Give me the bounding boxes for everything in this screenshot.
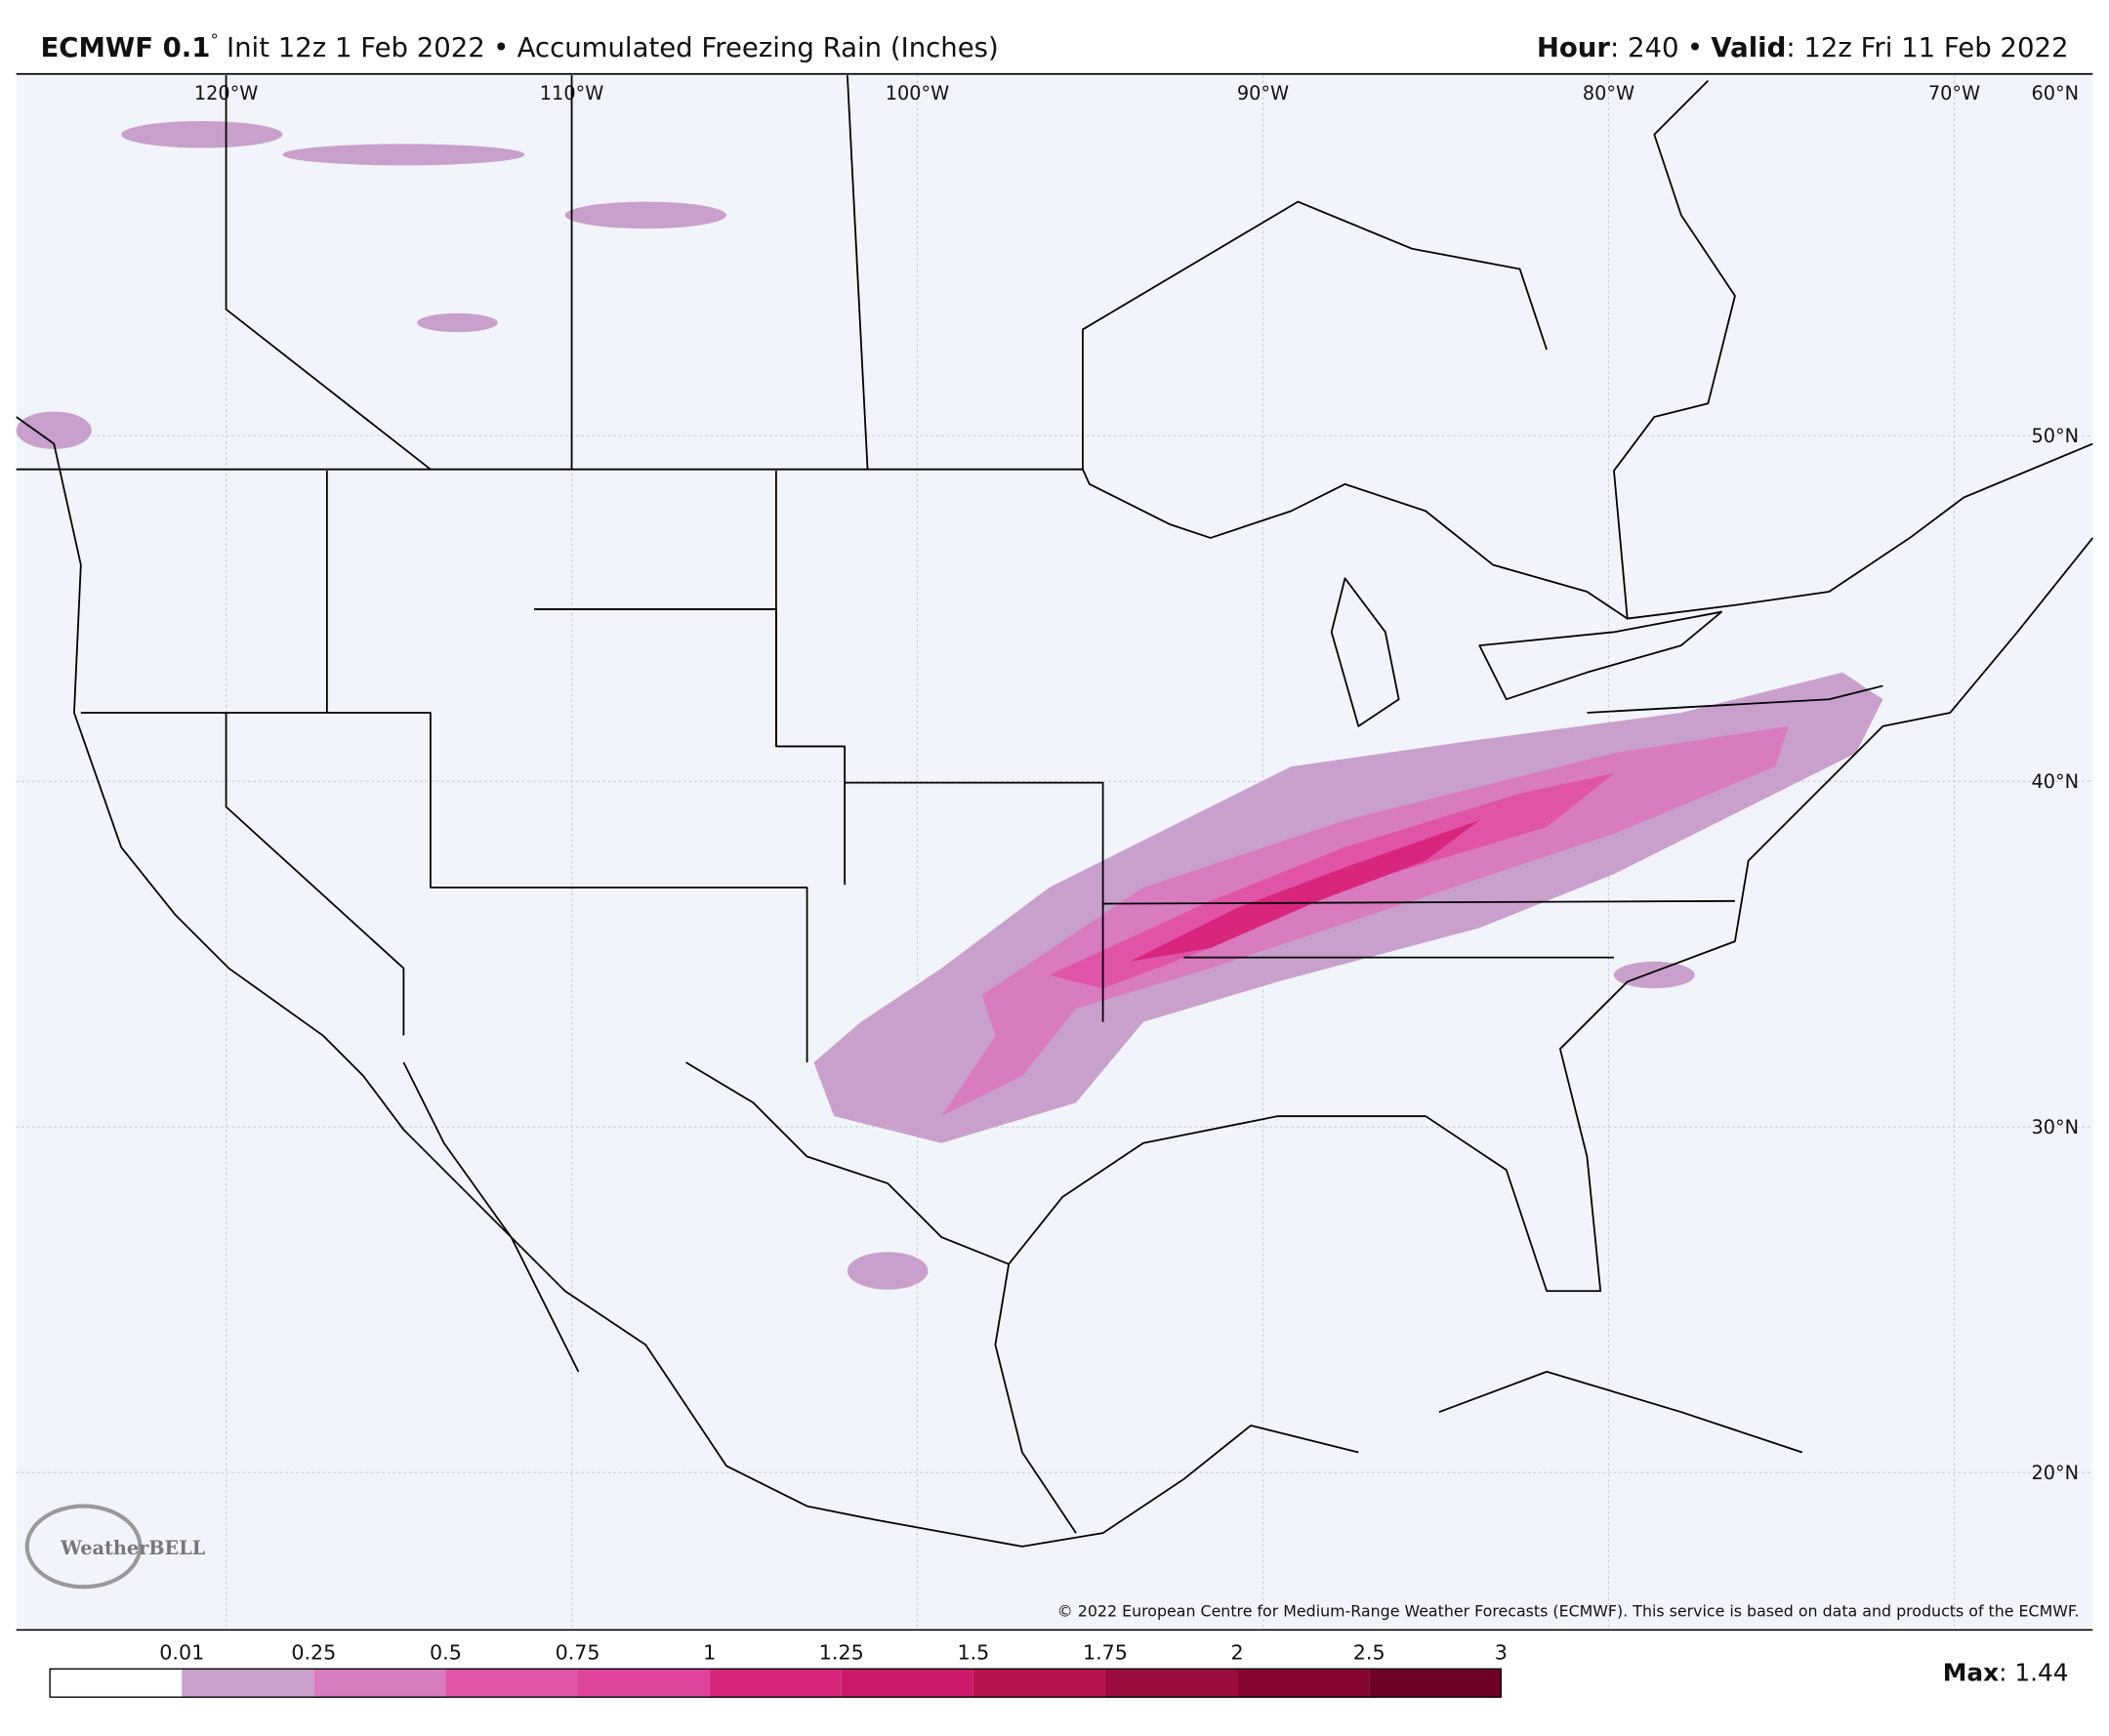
precip-area (121, 120, 283, 148)
longitude-label: 90°W (1237, 82, 1289, 104)
legend-swatch (1104, 1669, 1238, 1698)
legend-swatch (972, 1669, 1105, 1698)
legend-swatch (1369, 1669, 1502, 1698)
precip-area (941, 725, 1790, 1117)
coastline (1438, 1370, 1803, 1454)
max-value: 1.44 (2014, 1659, 2068, 1687)
legend-swatch (182, 1669, 314, 1698)
color-legend: 0.01 0.25 0.5 0.75 1 1.25 1.5 1.75 2 2.5 3 (49, 1641, 1508, 1698)
border (16, 442, 2093, 620)
legend-tick-label: 2.5 (1353, 1641, 1385, 1665)
precip-area (16, 411, 92, 450)
degree: ° (210, 31, 218, 50)
coastline (685, 1061, 1077, 1534)
legend-tick-label: 1.5 (957, 1641, 989, 1665)
legend-tick-label: 1.75 (1083, 1641, 1128, 1665)
header-left: ECMWF 0.1° Init 12z 1 Feb 2022 • Accumulate… (40, 31, 998, 63)
legend-tick-label: 0.25 (291, 1641, 336, 1665)
map-background (16, 75, 2093, 1628)
model: ECMWF 0.1 (40, 32, 210, 63)
colon: : (1999, 1659, 2014, 1687)
logo: WeatherBELL (24, 1504, 206, 1590)
precip-area (1613, 961, 1695, 989)
legend-tick-label: 0.5 (430, 1641, 462, 1665)
precip-area (282, 144, 525, 166)
freezing-rain (16, 120, 1883, 1290)
precip-area (564, 201, 726, 229)
coastline (402, 1061, 580, 1373)
longitude-label: 110°W (540, 82, 603, 104)
coastline (1613, 80, 1736, 619)
precip-area (417, 312, 498, 333)
province-line (1082, 200, 1548, 470)
latitude-label: 20°N (2031, 1462, 2079, 1484)
colon: : (1786, 32, 1803, 63)
legend-swatch (313, 1669, 446, 1698)
legend-swatch (1237, 1669, 1370, 1698)
state-line (1587, 684, 1883, 714)
boundaries (16, 75, 2093, 1548)
legend-swatch (577, 1669, 710, 1698)
state-line (80, 712, 808, 1063)
precip-area (1130, 820, 1480, 962)
legend-tick-label: 1.25 (819, 1641, 864, 1665)
legend-swatch (445, 1669, 578, 1698)
longitude-label: 120°W (194, 82, 258, 104)
coastline (1008, 537, 2093, 1293)
state-line (845, 781, 1104, 1022)
lake (1478, 610, 1723, 701)
longitude-label: 60°N (2031, 82, 2079, 104)
legend-tick-label: 0.01 (159, 1641, 204, 1665)
product: Accumulated Freezing Rain (Inches) (517, 32, 999, 63)
legend-tick-label: 0.75 (556, 1641, 600, 1665)
state-line (225, 712, 405, 1036)
legend-swatch (709, 1669, 842, 1698)
separator: • (493, 32, 509, 63)
colon: : (1610, 32, 1628, 63)
legend-tick-label: 1 (703, 1641, 716, 1665)
latitude-label: 30°N (2031, 1116, 2079, 1138)
longitude-labels: 120°W 110°W 100°W 90°W 80°W 70°W 60°N (194, 82, 2079, 104)
longitude-label: 80°W (1583, 82, 1634, 104)
max-text: Max: 1.44 (1943, 1659, 2069, 1687)
longitude-label: 100°W (886, 82, 949, 104)
province-line (225, 75, 432, 471)
init: Init 12z 1 Feb 2022 (227, 32, 485, 63)
hour-label: Hour (1537, 32, 1611, 63)
latitude-labels: 50°N 40°N 30°N 20°N (2031, 425, 2079, 1484)
legend-swatch (841, 1669, 973, 1698)
header-right: Hour: 240 • Valid: 12z Fri 11 Feb 2022 (1537, 32, 2069, 63)
separator: • (1687, 32, 1703, 63)
legend-swatch (50, 1669, 183, 1698)
valid-value: 12z Fri 11 Feb 2022 (1803, 32, 2068, 63)
logo-text: WeatherBELL (60, 1537, 206, 1559)
legend-frame (49, 1668, 1502, 1698)
province-line (846, 75, 869, 470)
latitude-label: 40°N (2031, 770, 2079, 793)
valid-label: Valid (1711, 32, 1786, 63)
lake (1330, 577, 1400, 727)
coastline (16, 416, 1359, 1548)
latitude-label: 50°N (2031, 425, 2079, 447)
map: 120°W 110°W 100°W 90°W 80°W 70°W 60°N 50°N 40°N… (16, 75, 2093, 1628)
longitude-label: 70°W (1928, 82, 1980, 104)
hour-value: 240 (1628, 32, 1679, 63)
copyright: © 2022 European Centre for Medium-Range … (1057, 1602, 2080, 1621)
legend-tick-label: 3 (1495, 1641, 1508, 1665)
legend-tick-label: 2 (1230, 1641, 1243, 1665)
max-label: Max (1943, 1659, 1999, 1687)
logo-swirl (24, 1504, 143, 1590)
precip-area (847, 1252, 929, 1290)
state-line (1102, 899, 1735, 905)
